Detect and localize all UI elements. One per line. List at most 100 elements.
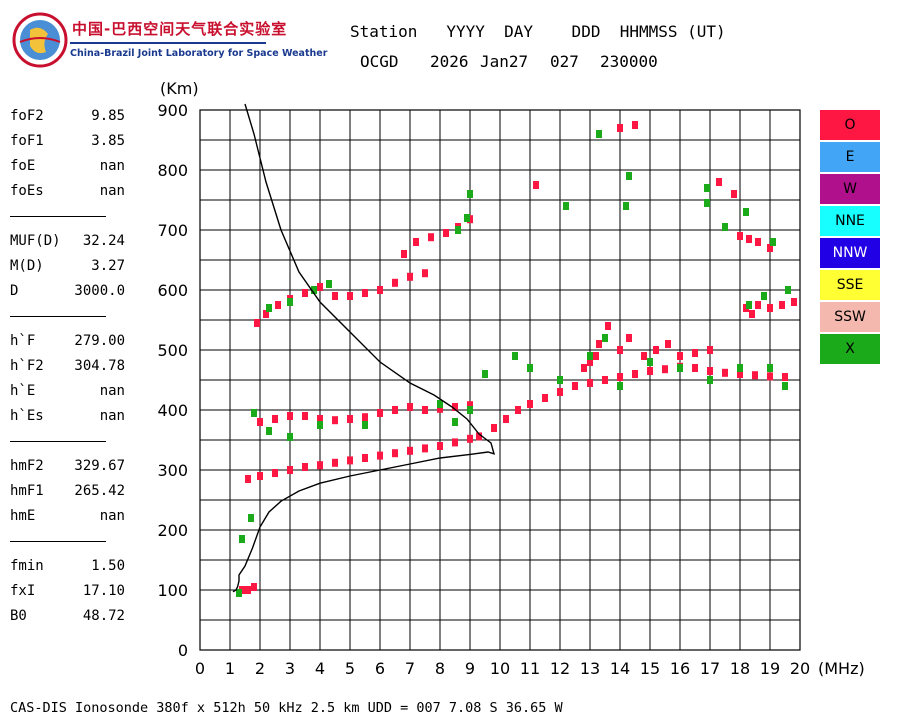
echo-point-x (251, 409, 257, 417)
echo-point-o (581, 364, 587, 372)
echo-point-o (362, 454, 368, 462)
echo-point-x (317, 421, 323, 429)
legend-item-o: O (820, 110, 880, 140)
echo-point-o (662, 365, 668, 374)
echo-point-x (452, 418, 458, 426)
echo-point-o (692, 349, 698, 357)
echo-point-o (392, 406, 398, 414)
echo-point-x (266, 304, 272, 312)
legend-item-x: X (820, 334, 880, 364)
echo-point-o (476, 432, 482, 441)
param-value: 48.72 (82, 608, 125, 624)
x-tick-label: 5 (345, 659, 355, 678)
echo-point-o (272, 469, 278, 477)
echo-point-o (767, 244, 773, 252)
echo-point-o (587, 358, 593, 366)
param-value: nan (99, 158, 125, 174)
echo-point-x (467, 190, 473, 198)
echo-point-o (332, 458, 338, 467)
echo-point-o (392, 278, 398, 287)
lab-name-cn: 中国-巴西空间天气联合实验室 (72, 20, 288, 38)
header-station: OCGD (360, 52, 399, 71)
echo-point-x (266, 427, 272, 435)
param-label: MUF(D) (10, 233, 61, 249)
x-tick-label: 1 (225, 659, 235, 678)
echo-point-o (587, 379, 593, 387)
param-value: 1.50 (91, 558, 125, 574)
echo-point-o (641, 352, 647, 360)
echo-point-o (647, 367, 653, 375)
x-tick-label: 15 (640, 659, 660, 678)
echo-point-o (791, 298, 797, 306)
param-value: 265.42 (74, 483, 125, 499)
echo-point-x (587, 352, 593, 360)
echo-point-o (632, 121, 638, 129)
echo-point-o (731, 190, 737, 198)
echo-point-x (704, 199, 710, 207)
echo-point-o (755, 238, 761, 246)
param-label: h`E (10, 383, 36, 399)
param-label: h`F (10, 333, 36, 349)
echo-point-o (422, 406, 428, 414)
echo-point-o (767, 372, 773, 381)
legend-item-sse: SSE (820, 270, 880, 300)
echo-point-x (626, 172, 632, 180)
echo-point-o (767, 304, 773, 312)
echo-point-x (782, 382, 788, 390)
header-doy: 027 (550, 52, 579, 71)
echo-point-o (527, 400, 533, 408)
param-row: h`F 279.00 (10, 333, 135, 358)
echo-point-o (746, 235, 752, 243)
echo-point-o (302, 463, 308, 471)
echo-point-o (602, 376, 608, 384)
echo-point-o (407, 272, 413, 281)
x-tick-label: 2 (255, 659, 265, 678)
echo-point-o (362, 289, 368, 297)
param-value: 3.85 (91, 133, 125, 149)
echo-point-o (413, 238, 419, 246)
echo-point-x (677, 364, 683, 372)
echo-point-o (467, 434, 473, 443)
x-tick-label: 6 (375, 659, 385, 678)
x-tick-label: 10 (490, 659, 510, 678)
echo-point-o (428, 233, 434, 242)
echo-point-o (572, 382, 578, 390)
echo-point-x (455, 226, 461, 234)
echo-point-x (557, 376, 563, 384)
echo-point-o (302, 412, 308, 420)
echo-point-o (254, 319, 260, 327)
legend-item-w: W (820, 174, 880, 204)
echo-point-o (407, 403, 413, 411)
echo-point-o (263, 310, 269, 318)
echo-point-o (692, 364, 698, 372)
echo-point-o (362, 413, 368, 422)
echo-point-x (647, 358, 653, 366)
plot-frame (199, 109, 801, 651)
param-row: MUF(D) 32.24 (10, 233, 135, 258)
echo-point-o (275, 301, 281, 309)
echo-point-x (767, 364, 773, 372)
param-row: h`Es nan (10, 408, 135, 433)
param-label: foF2 (10, 108, 44, 124)
echo-point-o (251, 583, 257, 591)
param-value: 279.00 (74, 333, 125, 349)
echo-point-o (257, 472, 263, 480)
echo-point-o (302, 289, 308, 297)
echo-point-o (596, 340, 602, 348)
polarization-legend: O E W NNE NNW SSE SSW X (820, 110, 880, 366)
y-tick-label: 700 (157, 221, 188, 240)
y-tick-label: 400 (157, 401, 188, 420)
param-value: 304.78 (74, 358, 125, 374)
x-tick-label: 11 (520, 659, 540, 678)
echo-point-x (617, 382, 623, 390)
param-value: 32.24 (82, 233, 125, 249)
echo-point-o (782, 373, 788, 381)
param-label: hmE (10, 508, 36, 524)
echo-point-x (236, 589, 242, 597)
x-tick-label: 7 (405, 659, 415, 678)
x-tick-label: 18 (730, 659, 750, 678)
param-label: fmin (10, 558, 44, 574)
x-tick-label: 9 (465, 659, 475, 678)
echo-point-x (287, 298, 293, 306)
echo-point-o (722, 368, 728, 377)
